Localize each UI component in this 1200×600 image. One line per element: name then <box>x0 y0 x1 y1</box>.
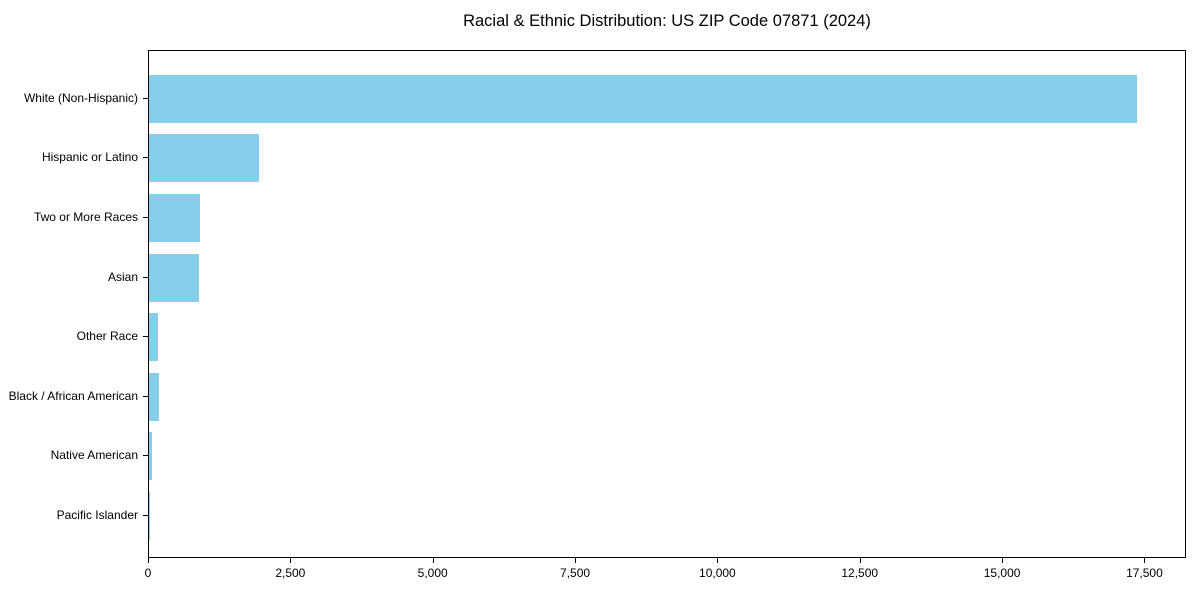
y-tick-label-other-race: Other Race <box>76 329 138 344</box>
y-tick-label-white-non-hispanic: White (Non-Hispanic) <box>23 90 138 105</box>
x-tick-label-2500: 2,500 <box>275 566 306 580</box>
y-tick-mark <box>143 336 148 338</box>
bar-white-non-hispanic <box>149 74 1137 123</box>
bar-hispanic-or-latino <box>149 134 259 183</box>
x-tick-mark <box>148 558 149 563</box>
x-tick-mark <box>1144 558 1146 563</box>
y-tick-mark <box>143 216 148 218</box>
bar-other-race <box>149 313 158 362</box>
bar-native-american <box>149 432 153 481</box>
y-tick-label-asian: Asian <box>107 269 138 284</box>
y-tick-label-two-or-more-races: Two or More Races <box>33 209 138 224</box>
y-tick-mark <box>143 97 148 99</box>
x-tick-mark <box>1002 558 1004 563</box>
y-tick-mark <box>143 515 148 517</box>
bar-two-or-more-races <box>149 193 200 242</box>
x-tick-label-0: 0 <box>144 566 152 580</box>
x-tick-label-15000: 15,000 <box>983 566 1021 580</box>
x-tick-label-12500: 12,500 <box>841 566 879 580</box>
y-tick-label-black-african-american: Black / African American <box>8 388 138 403</box>
x-tick-mark <box>432 558 434 563</box>
y-tick-label-pacific-islander: Pacific Islander <box>56 508 138 523</box>
bar-asian <box>149 253 199 302</box>
x-tick-mark <box>290 558 292 563</box>
y-tick-label-native-american: Native American <box>50 448 138 463</box>
x-tick-label-17500: 17,500 <box>1126 566 1163 580</box>
x-tick-mark <box>717 558 719 563</box>
y-tick-label-hispanic-or-latino: Hispanic or Latino <box>41 150 138 165</box>
y-tick-mark <box>143 157 148 159</box>
y-tick-mark <box>143 276 148 278</box>
y-tick-mark <box>143 455 148 457</box>
bar-black-african-american <box>149 372 160 421</box>
y-tick-mark <box>143 395 148 397</box>
x-tick-mark <box>859 558 861 563</box>
x-tick-label-5000: 5,000 <box>417 566 448 580</box>
x-tick-label-7500: 7,500 <box>560 566 591 580</box>
plot-area <box>148 50 1186 558</box>
x-tick-label-10000: 10,000 <box>699 566 736 580</box>
chart-title: Racial & Ethnic Distribution: US ZIP Cod… <box>463 12 871 30</box>
x-tick-mark <box>575 558 577 563</box>
